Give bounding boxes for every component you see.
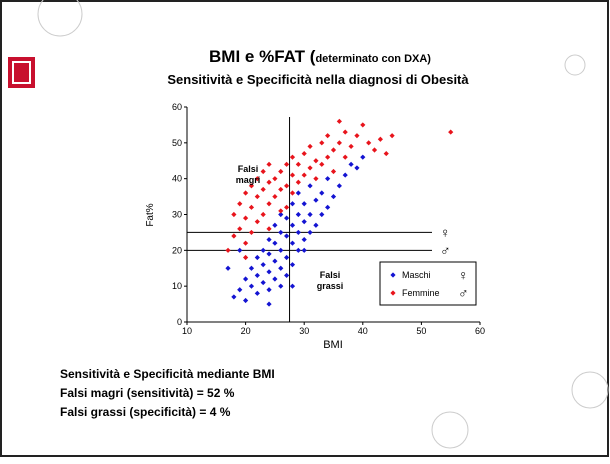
- annotation: Falsi: [238, 164, 259, 174]
- y-tick-label: 30: [172, 210, 182, 220]
- slide: BMI e %FAT (determinato con DXA) Sensiti…: [0, 0, 610, 459]
- x-tick-label: 20: [241, 326, 251, 336]
- x-tick-label: 10: [182, 326, 192, 336]
- legend-label: Femmine: [402, 288, 440, 298]
- x-tick-label: 60: [475, 326, 485, 336]
- annotation: grassi: [317, 281, 344, 291]
- legend-label: Maschi: [402, 270, 431, 280]
- page: {"chart_data": {"type": "scatter", "titl…: [0, 0, 610, 459]
- legend-symbol: ♀: [458, 267, 469, 283]
- y-label: Fat%: [145, 203, 156, 226]
- x-tick-label: 50: [416, 326, 426, 336]
- note: Falsi magri (sensitività) = 52 %: [60, 386, 235, 400]
- note: Sensitività e Specificità mediante BMI: [60, 367, 275, 381]
- y-tick-label: 40: [172, 174, 182, 184]
- y-tick-label: 20: [172, 245, 182, 255]
- reference-label: ♂: [440, 242, 451, 258]
- note: Falsi grassi (specificità) = 4 %: [60, 405, 231, 419]
- y-tick-label: 50: [172, 138, 182, 148]
- subtitle: Sensitività e Specificità nella diagnosi…: [167, 72, 469, 87]
- x-label: BMI: [323, 339, 343, 351]
- legend-symbol: ♂: [458, 285, 469, 301]
- reference-label: ♀: [440, 224, 451, 240]
- y-tick-label: 60: [172, 102, 182, 112]
- annotation: magri: [236, 175, 261, 185]
- y-tick-label: 10: [172, 281, 182, 291]
- x-tick-label: 30: [299, 326, 309, 336]
- x-tick-label: 40: [358, 326, 368, 336]
- annotation: Falsi: [320, 270, 341, 280]
